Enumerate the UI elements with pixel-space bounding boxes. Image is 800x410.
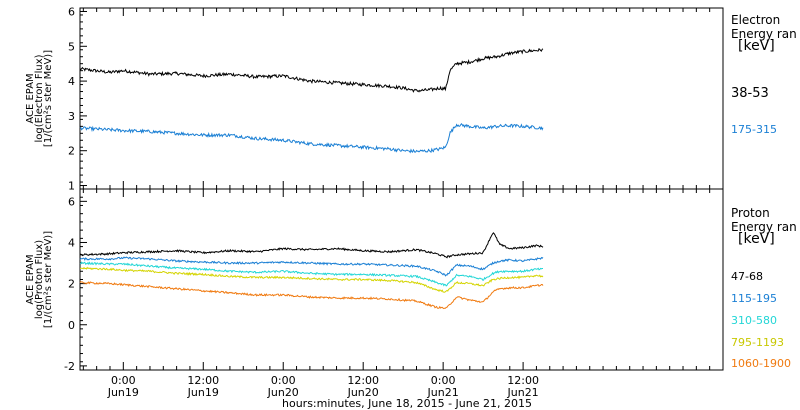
x-tick-time-label: 12:00 [187,374,219,387]
legend-title-line: Proton [731,206,770,220]
series-1060-1900 [79,281,544,310]
plot-frame [79,188,724,371]
y-tick-label: 5 [68,40,75,53]
y-tick-label: 3 [68,110,75,123]
y-tick-label: -2 [64,360,75,373]
series-115-195 [79,256,544,277]
x-tick-day-label: Jun21 [507,386,539,399]
legend-title-line: [keV] [738,231,775,247]
series-310-580 [79,261,543,287]
legend-title-line: Electron [731,13,780,27]
y-tick-label: 4 [68,236,75,249]
legend-title-line: Energy ran [731,220,797,234]
y-tick-label: 6 [68,5,75,18]
legend-entry: 115-195 [731,292,777,305]
y-tick-label: 2 [68,145,75,158]
x-tick-time-label: 0:00 [431,374,456,387]
y-tick-label: 6 [68,195,75,208]
legend-title-line: [keV] [738,38,775,54]
series-47-68 [79,232,544,259]
x-tick-time-label: 12:00 [507,374,539,387]
y-tick-label: 1 [68,180,75,193]
plot-frame [79,7,724,190]
x-tick-day-label: Jun19 [187,386,219,399]
legend-entry: 38-53 [731,86,769,101]
legend-entry: 175-315 [731,123,777,136]
y-axis-label-line: [1/(cm²s ster MeV)] [43,231,54,328]
y-axis-label-line: log(Proton Flux) [34,240,45,319]
series-795-1193 [80,266,544,293]
legend-title-line: Energy ran [731,27,797,41]
y-tick-label: 2 [68,278,75,291]
x-tick-day-label: Jun21 [427,386,459,399]
legend-entry: 795-1193 [731,336,784,349]
y-axis-label-line: [1/(cm²s ster MeV)] [43,50,54,147]
x-tick-day-label: Jun20 [347,386,379,399]
y-tick-label: 0 [68,319,75,332]
y-tick-label: 4 [68,75,75,88]
y-axis-label-line: log(Electron Flux) [34,54,45,142]
legend-entry: 1060-1900 [731,357,791,370]
y-axis-label-line: ACE EPAM [25,73,36,123]
x-tick-time-label: 12:00 [347,374,379,387]
x-tick-time-label: 0:00 [111,374,136,387]
x-axis-title: hours:minutes, June 18, 2015 - June 21, … [282,397,532,410]
x-tick-day-label: Jun19 [107,386,139,399]
x-tick-time-label: 0:00 [271,374,296,387]
series-38-53 [79,47,544,93]
y-axis-label-line: ACE EPAM [25,254,36,304]
legend-entry: 310-580 [731,314,777,327]
series-175-315 [79,123,544,154]
legend-entry: 47-68 [731,270,763,283]
x-tick-day-label: Jun20 [267,386,299,399]
